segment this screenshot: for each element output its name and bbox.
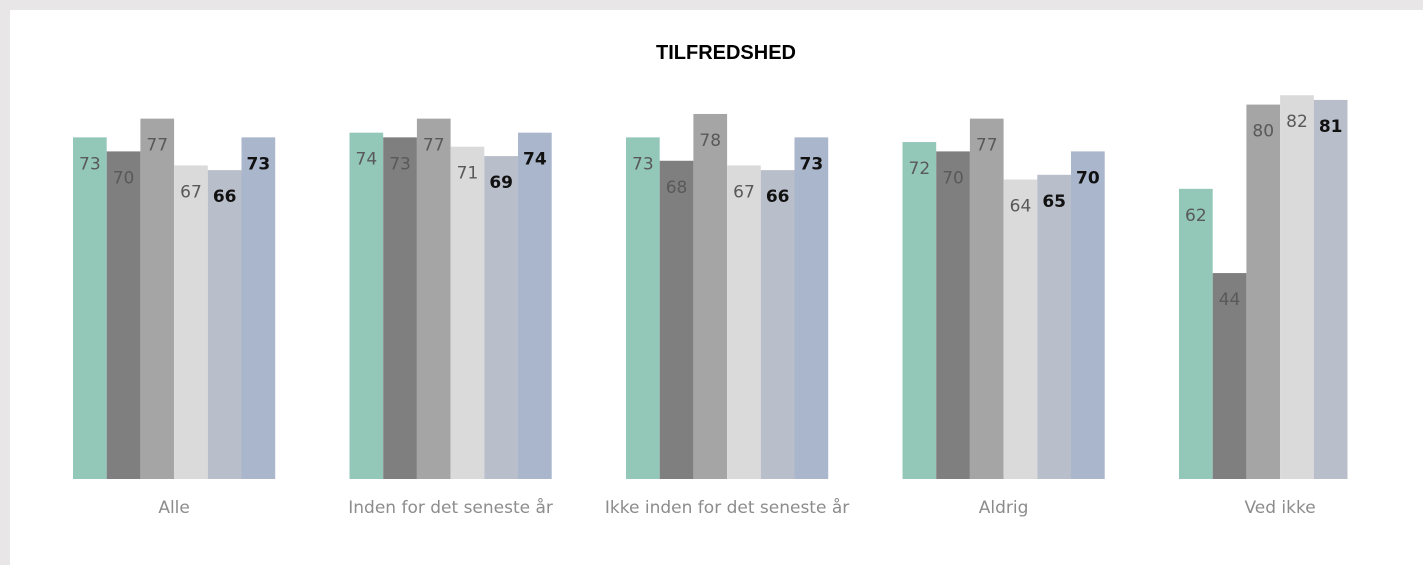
value-label: 74	[356, 150, 378, 170]
bar	[794, 137, 829, 480]
value-label: 66	[766, 187, 790, 207]
bar	[174, 165, 208, 479]
value-label: 73	[389, 154, 411, 174]
bar	[207, 170, 242, 479]
value-label: 71	[457, 164, 479, 184]
bar	[1280, 95, 1314, 480]
bar	[106, 151, 141, 479]
value-label: 77	[423, 136, 445, 156]
value-label: 68	[666, 178, 688, 198]
x-tick-label: Ikke inden for det seneste år	[604, 498, 850, 518]
bar	[484, 156, 518, 479]
bar	[693, 113, 728, 480]
value-label: 65	[1042, 192, 1066, 212]
value-label: 77	[976, 136, 998, 156]
bar	[1313, 99, 1348, 480]
bar	[1071, 151, 1105, 479]
value-label: 73	[79, 154, 101, 174]
bar	[760, 170, 795, 479]
value-label: 73	[247, 154, 271, 174]
value-label: 73	[800, 154, 824, 174]
value-label: 70	[1076, 168, 1100, 188]
x-tick-label: Ved ikke	[1244, 498, 1316, 518]
value-label: 69	[489, 173, 513, 193]
bar	[1179, 188, 1213, 479]
x-tick-label: Alle	[158, 498, 190, 518]
value-label: 72	[909, 159, 931, 179]
bar	[1003, 179, 1038, 480]
bar	[383, 137, 417, 480]
bar	[73, 137, 107, 480]
value-label: 70	[942, 168, 964, 188]
bar	[416, 118, 451, 479]
value-label: 44	[1219, 290, 1241, 310]
value-label: 73	[632, 154, 654, 174]
bar	[727, 165, 761, 479]
bar	[1246, 104, 1281, 479]
value-label: 67	[180, 182, 202, 202]
value-label: 66	[213, 187, 237, 207]
value-label: 78	[699, 131, 721, 151]
value-label: 64	[1010, 196, 1032, 216]
bar	[1212, 273, 1247, 479]
x-tick-label: Inden for det seneste år	[348, 498, 553, 518]
bar	[659, 160, 694, 479]
bar	[450, 146, 485, 479]
bar	[241, 137, 276, 480]
bar	[1037, 174, 1071, 480]
value-label: 77	[146, 136, 168, 156]
value-label: 70	[113, 168, 135, 188]
value-label: 67	[733, 182, 755, 202]
value-label: 74	[523, 150, 547, 170]
bar	[902, 142, 937, 480]
bar	[349, 132, 384, 479]
value-label: 81	[1319, 117, 1343, 137]
bar	[518, 132, 552, 479]
x-tick-label: Aldrig	[978, 498, 1029, 518]
bar	[936, 151, 970, 479]
value-label: 62	[1185, 206, 1207, 226]
value-label: 80	[1252, 122, 1274, 142]
bar	[626, 137, 660, 480]
value-label: 82	[1286, 112, 1308, 132]
bar	[969, 118, 1004, 479]
chart-title: TILFREDSHED	[656, 42, 796, 64]
bar	[140, 118, 175, 479]
